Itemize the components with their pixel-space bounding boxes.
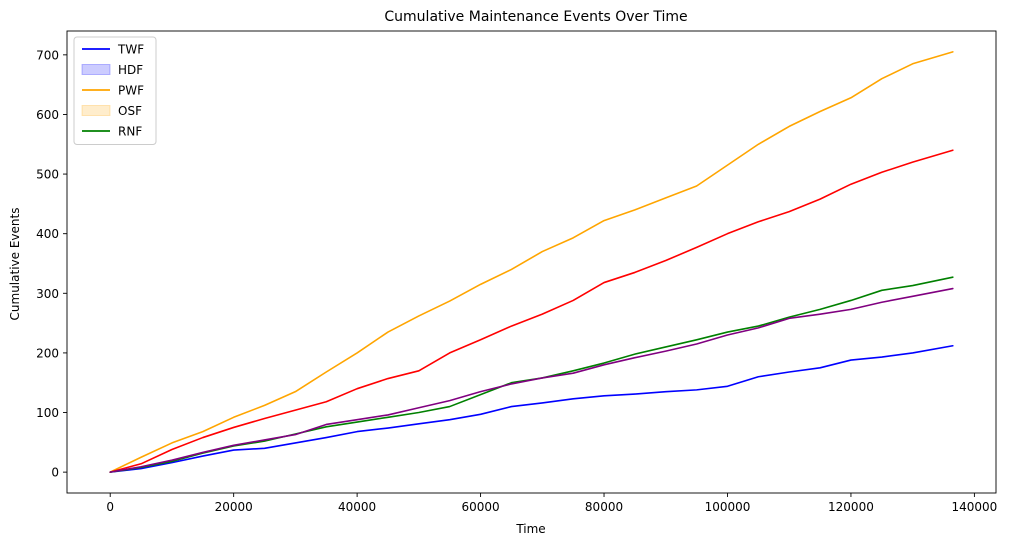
series-line-2 xyxy=(109,149,954,473)
series-line-4 xyxy=(109,287,954,473)
x-tick-label: 100000 xyxy=(705,500,751,514)
y-tick-label: 0 xyxy=(51,466,59,480)
y-tick-label: 700 xyxy=(36,48,59,62)
x-tick-label: 40000 xyxy=(338,500,376,514)
x-tick-label: 140000 xyxy=(951,500,997,514)
axes-border xyxy=(66,30,997,494)
x-tick-label: 80000 xyxy=(585,500,623,514)
series-layer xyxy=(109,51,954,473)
plot-background xyxy=(67,31,996,493)
axes-frame xyxy=(66,30,997,494)
y-tick-label: 500 xyxy=(36,168,59,182)
x-axis: 0 20000 40000 60000 80000 100000 120000 140000 xyxy=(106,493,997,514)
y-tick-label: 600 xyxy=(36,108,59,122)
legend-label: HDF xyxy=(118,63,143,77)
legend-label: PWF xyxy=(118,84,144,98)
y-tick-label: 300 xyxy=(36,287,59,301)
legend: TWF HDF PWF OSF RNF xyxy=(73,36,157,145)
x-axis-title: Time xyxy=(515,522,545,536)
y-tick-label: 400 xyxy=(36,227,59,241)
x-tick-label: 60000 xyxy=(461,500,499,514)
legend-label: RNF xyxy=(118,125,142,139)
legend-label: OSF xyxy=(118,104,142,118)
x-tick-label: 20000 xyxy=(215,500,253,514)
legend-box xyxy=(73,36,157,145)
chart-title: Cumulative Maintenance Events Over Time xyxy=(384,9,687,25)
series-line-0 xyxy=(109,344,954,473)
y-axis-title: Cumulative Events xyxy=(8,208,22,321)
y-tick-label: 100 xyxy=(36,406,59,420)
y-axis: 0 100 200 300 400 500 600 700 xyxy=(36,48,67,480)
plot-area xyxy=(67,31,996,493)
legend-label: TWF xyxy=(117,43,144,57)
x-tick-label: 0 xyxy=(106,500,114,514)
x-tick-label: 120000 xyxy=(828,500,874,514)
series-line-1 xyxy=(109,51,954,473)
legend-swatch-patch xyxy=(81,64,111,75)
y-tick-label: 200 xyxy=(36,346,59,360)
legend-swatch-patch xyxy=(81,105,111,116)
